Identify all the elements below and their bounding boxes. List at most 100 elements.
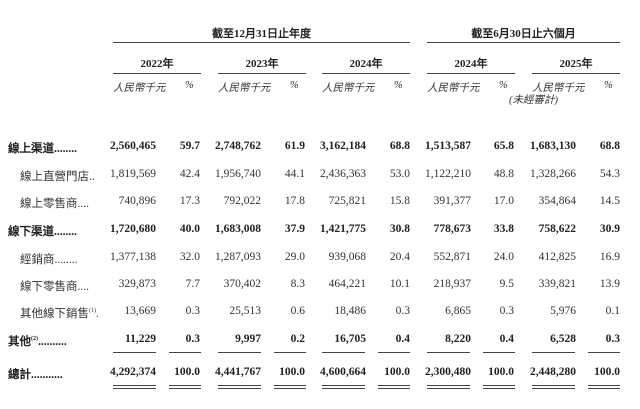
total-rule [113,385,156,386]
amount-cell: 1,683,008 [215,223,261,235]
percent-cell: 0.1 [605,305,620,317]
percent-cell: 30.9 [599,223,620,235]
percent-cell: 59.7 [179,140,200,152]
percent-cell: 0.3 [185,333,200,345]
total-rule [588,388,620,389]
amount-cell: 725,821 [328,195,366,207]
period-header: 2024年 [454,58,488,70]
row-label-text: 線上渠道 [8,143,54,155]
percent-cell: 100.0 [279,366,305,378]
subtotal-rule [427,352,470,353]
amount-cell: 4,292,374 [110,366,156,378]
amount-cell: 552,871 [433,251,471,263]
amount-cell: 18,486 [334,305,366,317]
percent-cell: 17.0 [493,195,514,207]
row-label: 線下渠道........ [8,223,77,239]
amount-unit-label: 人民幣千元 [218,83,271,94]
period-header: 2024年 [349,58,383,70]
amount-unit-label: 人民幣千元 [532,83,585,94]
amount-cell: 5,976 [550,305,576,317]
row-label-text: 線下零售商 [20,281,78,293]
amount-cell: 25,513 [229,305,261,317]
amount-cell: 2,748,762 [215,140,261,152]
total-rule [274,388,306,389]
percent-cell: 53.0 [389,168,410,180]
percent-cell: 7.7 [185,278,200,290]
amount-unit-label: 人民幣千元 [113,83,166,94]
percent-unit-label: % [394,80,403,91]
percent-cell: 48.8 [493,168,514,180]
percent-cell: 30.8 [389,223,410,235]
total-rule [218,385,261,386]
unaudited-note: (未經審計) [509,95,558,106]
total-rule [532,388,575,389]
subtotal-rule [169,352,201,353]
subtotal-rule [274,352,306,353]
subtotal-rule [322,352,365,353]
leader-dots: ........ [54,254,78,266]
percent-cell: 13.9 [599,278,620,290]
subtotal-rule [483,352,515,353]
annual-group-header: 截至12月31日止年度 [212,28,311,40]
percent-cell: 0.4 [395,333,410,345]
amount-cell: 2,436,363 [320,168,366,180]
divider [113,73,201,74]
row-label: 總計........... [8,366,63,382]
divider [218,73,306,74]
percent-cell: 16.9 [599,251,620,263]
amount-cell: 778,673 [433,223,471,235]
percent-cell: 24.0 [493,251,514,263]
percent-cell: 0.3 [499,305,514,317]
amount-cell: 9,997 [235,333,261,345]
amount-cell: 2,300,480 [425,366,471,378]
amount-cell: 329,873 [118,278,156,290]
amount-cell: 6,528 [550,333,576,345]
percent-cell: 100.0 [488,366,514,378]
row-label-text: 經銷商 [20,254,55,266]
percent-cell: 100.0 [384,366,410,378]
amount-cell: 218,937 [433,278,471,290]
subtotal-rule [378,352,410,353]
amount-unit-label: 人民幣千元 [322,83,375,94]
total-rule [322,388,365,389]
amount-cell: 792,022 [223,195,261,207]
percent-cell: 0.2 [290,333,305,345]
footnote-marker: (1) [89,308,96,315]
row-label-text: 線下渠道 [8,226,54,238]
percent-cell: 15.8 [389,195,410,207]
divider [532,73,620,74]
period-header: 2025年 [559,58,593,70]
amount-cell: 16,705 [334,333,366,345]
leader-dots: ........... [31,369,63,381]
row-label-text: 總計 [8,369,31,381]
percent-unit-label: % [290,80,299,91]
percent-cell: 65.8 [493,140,514,152]
leader-dots: .......... [38,336,67,348]
percent-unit-label: % [604,80,613,91]
amount-cell: 8,220 [445,333,471,345]
amount-cell: 6,865 [445,305,471,317]
divider [427,42,620,43]
percent-cell: 0.3 [605,333,620,345]
percent-cell: 17.3 [179,195,200,207]
percent-cell: 44.1 [284,168,305,180]
amount-cell: 1,421,775 [320,223,366,235]
leader-dots: .... [77,281,90,293]
amount-cell: 1,819,569 [110,168,156,180]
percent-cell: 40.0 [179,223,200,235]
percent-cell: 100.0 [174,366,200,378]
amount-cell: 2,560,465 [110,140,156,152]
amount-cell: 1,122,210 [425,168,471,180]
percent-cell: 0.6 [290,305,305,317]
amount-cell: 2,448,280 [530,366,576,378]
subtotal-rule [218,352,261,353]
footnote-marker: (2) [31,336,38,343]
percent-cell: 61.9 [284,140,305,152]
row-label: 其他線下銷售(1). [20,305,99,321]
amount-cell: 1,287,093 [215,251,261,263]
percent-cell: 20.4 [389,251,410,263]
amount-cell: 4,600,664 [320,366,366,378]
amount-cell: 1,513,587 [425,140,471,152]
leader-dots: ........ [54,143,77,155]
row-label-text: 線上零售商 [20,198,78,210]
